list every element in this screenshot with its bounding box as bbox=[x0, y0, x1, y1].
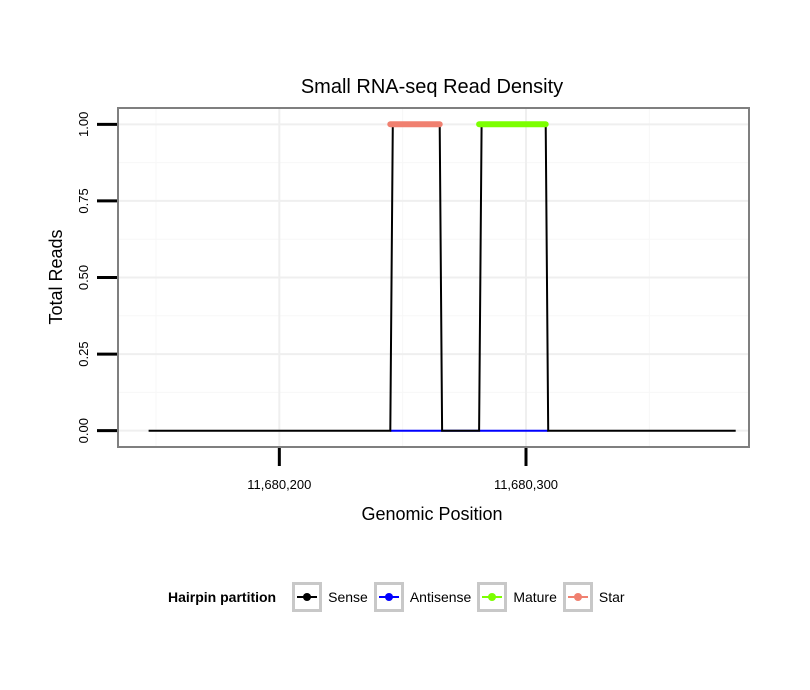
series-sense-line bbox=[148, 123, 736, 432]
series-layer bbox=[148, 121, 736, 432]
y-axis: 0.00 0.25 0.50 0.75 1.00 bbox=[76, 112, 117, 443]
chart-title: Small RNA-seq Read Density bbox=[301, 76, 563, 98]
legend-point-antisense bbox=[384, 593, 393, 601]
legend-point-star bbox=[573, 593, 582, 601]
legend: Hairpin partition Sense Antisense Mature… bbox=[168, 578, 631, 616]
legend-key-antisense bbox=[373, 582, 404, 612]
legend-item-antisense: Antisense bbox=[373, 582, 472, 612]
y-tick-label: 0.75 bbox=[76, 188, 91, 213]
legend-item-sense: Sense bbox=[292, 582, 368, 612]
legend-item-star: Star bbox=[562, 582, 625, 612]
plot-panel bbox=[119, 109, 748, 446]
panel-border bbox=[117, 107, 750, 448]
legend-label-mature: Mature bbox=[513, 589, 557, 605]
legend-key-sense bbox=[292, 582, 323, 612]
y-axis-label: Total Reads bbox=[46, 229, 66, 324]
legend-point-sense bbox=[303, 593, 312, 601]
x-tick-label: 11,680,200 bbox=[247, 477, 311, 492]
y-tick-label: 0.50 bbox=[76, 265, 91, 290]
legend-label-star: Star bbox=[598, 589, 625, 605]
legend-item-mature: Mature bbox=[477, 582, 557, 612]
legend-point-mature bbox=[488, 593, 497, 601]
x-axis-label: Genomic Position bbox=[361, 504, 502, 524]
legend-label-sense: Sense bbox=[328, 589, 368, 605]
y-tick-label: 0.00 bbox=[76, 418, 91, 443]
x-axis: 11,680,200 11,680,300 bbox=[247, 448, 558, 492]
legend-key-mature bbox=[477, 582, 508, 612]
legend-label-antisense: Antisense bbox=[409, 589, 472, 605]
y-tick-label: 1.00 bbox=[76, 112, 91, 137]
x-tick-label: 11,680,300 bbox=[494, 477, 558, 492]
legend-key-star bbox=[562, 582, 593, 612]
y-tick-label: 0.25 bbox=[76, 341, 91, 366]
legend-title: Hairpin partition bbox=[168, 589, 277, 605]
